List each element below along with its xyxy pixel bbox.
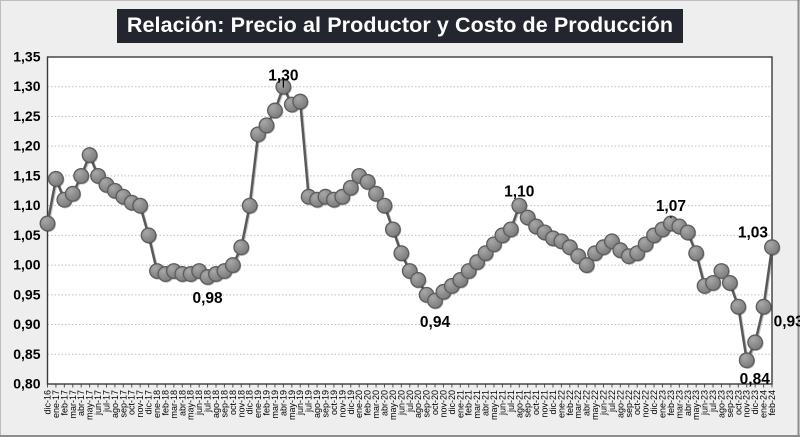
svg-text:1,07: 1,07 — [656, 198, 686, 215]
svg-text:1,30: 1,30 — [268, 68, 298, 85]
svg-text:0,90: 0,90 — [13, 316, 40, 332]
svg-text:1,30: 1,30 — [13, 78, 40, 94]
svg-text:1,35: 1,35 — [13, 49, 40, 65]
svg-text:0,80: 0,80 — [13, 376, 40, 392]
svg-text:0,94: 0,94 — [420, 314, 451, 331]
svg-text:1,20: 1,20 — [13, 138, 40, 154]
svg-text:1,05: 1,05 — [13, 227, 40, 243]
svg-text:1,25: 1,25 — [13, 108, 40, 124]
svg-text:0,98: 0,98 — [192, 290, 223, 307]
svg-text:1,10: 1,10 — [13, 197, 40, 213]
svg-text:feb-24: feb-24 — [767, 390, 777, 416]
svg-text:1,10: 1,10 — [504, 184, 534, 201]
svg-text:0,85: 0,85 — [13, 346, 40, 362]
svg-text:0,84: 0,84 — [740, 371, 771, 388]
svg-text:1,03: 1,03 — [738, 224, 769, 241]
svg-text:1,00: 1,00 — [13, 257, 40, 273]
svg-text:1,15: 1,15 — [13, 167, 40, 183]
svg-text:0,95: 0,95 — [13, 286, 40, 302]
svg-text:0,93: 0,93 — [774, 314, 800, 331]
